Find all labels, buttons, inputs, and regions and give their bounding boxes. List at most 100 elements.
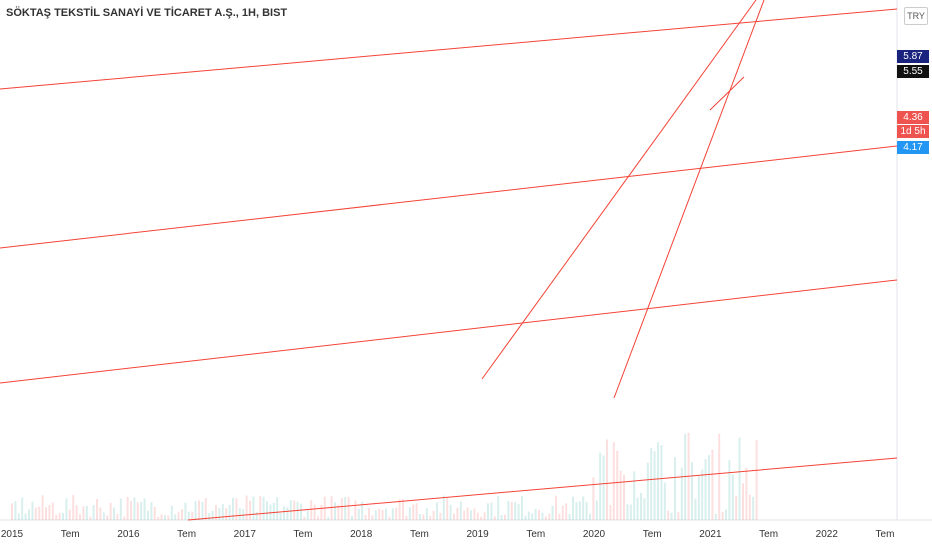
volume-bar xyxy=(255,511,258,520)
trendline[interactable] xyxy=(481,0,757,380)
volume-bar xyxy=(551,505,554,520)
trendline[interactable] xyxy=(709,76,745,111)
volume-bar xyxy=(493,516,496,520)
volume-bar xyxy=(123,516,126,520)
volume-bar xyxy=(619,470,622,520)
volume-bar xyxy=(677,512,680,520)
volume-bar xyxy=(738,437,741,520)
volume-bar xyxy=(133,497,136,520)
volume-bar xyxy=(340,498,343,520)
volume-bar xyxy=(245,495,248,520)
x-tick-label: Tem xyxy=(642,529,662,540)
trendline[interactable] xyxy=(187,457,898,521)
volume-bar xyxy=(412,504,415,520)
volume-bar xyxy=(184,502,187,520)
volume-bar xyxy=(748,494,751,520)
volume-bar xyxy=(130,501,132,520)
volume-bar xyxy=(714,513,717,520)
volume-bar xyxy=(408,507,411,520)
volume-bar xyxy=(663,482,666,520)
volume-bar xyxy=(269,504,272,520)
volume-bar xyxy=(72,495,75,520)
volume-bar xyxy=(691,462,693,520)
volume-bar xyxy=(623,474,625,520)
volume-bar xyxy=(14,501,17,520)
currency-button[interactable]: TRY xyxy=(904,7,928,25)
volume-bar xyxy=(21,497,24,520)
volume-bar xyxy=(368,507,370,520)
volume-bar xyxy=(643,498,646,520)
volume-bar xyxy=(453,513,455,520)
volume-bar xyxy=(463,510,466,520)
volume-bar xyxy=(606,439,608,520)
volume-bar xyxy=(735,495,738,520)
x-tick-label: Tem xyxy=(409,529,429,540)
volume-bar xyxy=(34,507,37,520)
volume-bar xyxy=(174,514,177,520)
volume-bar xyxy=(708,455,710,520)
volume-bar xyxy=(99,507,102,520)
volume-bar xyxy=(303,516,306,520)
volume-bar xyxy=(320,504,323,520)
volume-bar xyxy=(398,499,401,520)
volume-bar xyxy=(153,506,156,520)
volume-bar xyxy=(480,516,483,520)
volume-bar xyxy=(646,462,649,520)
volume-bar xyxy=(313,504,316,520)
volume-bar xyxy=(568,514,571,520)
volume-bar xyxy=(514,502,517,520)
volume-bar xyxy=(572,496,574,520)
x-tick-label: 2019 xyxy=(466,529,489,540)
volume-bar xyxy=(147,510,149,520)
volume-bar xyxy=(721,511,724,520)
volume-bar xyxy=(38,506,41,520)
volume-bar xyxy=(354,500,357,520)
volume-bar xyxy=(483,512,486,520)
volume-bar xyxy=(544,516,547,520)
volume-bar xyxy=(711,449,714,520)
volume-bar xyxy=(555,495,557,520)
volume-bar xyxy=(500,515,503,520)
volume-bar xyxy=(589,513,591,520)
volume-bar xyxy=(616,450,619,520)
volume-bar xyxy=(521,496,523,520)
trendline[interactable] xyxy=(0,279,898,384)
volume-bar xyxy=(436,502,438,520)
trendline[interactable] xyxy=(0,145,898,249)
volume-bar xyxy=(187,511,190,520)
volume-bar xyxy=(674,456,676,520)
volume-bar xyxy=(541,512,544,520)
volume-bar xyxy=(51,502,54,520)
volume-bar xyxy=(718,433,721,520)
volume-bar xyxy=(704,459,707,520)
x-tick-label: 2022 xyxy=(815,529,838,540)
volume-bar xyxy=(561,505,564,520)
volume-bar xyxy=(476,512,479,520)
volume-bar xyxy=(680,467,683,520)
volume-bar xyxy=(602,455,605,520)
volume-bar xyxy=(351,515,353,520)
volume-bar xyxy=(510,501,513,520)
countdown-badge: 1d 5h xyxy=(897,125,929,138)
x-tick-label: Tem xyxy=(875,529,895,540)
volume-bar xyxy=(595,500,598,520)
volume-bar xyxy=(395,507,398,520)
volume-bar xyxy=(48,504,51,520)
volume-bar xyxy=(58,513,61,520)
volume-bar xyxy=(429,516,432,520)
volume-bar xyxy=(198,500,200,520)
volume-bar xyxy=(357,509,360,520)
volume-bar xyxy=(599,452,602,520)
trendline[interactable] xyxy=(613,0,765,399)
volume-bar xyxy=(266,501,268,520)
trendline[interactable] xyxy=(0,8,898,90)
volume-bar xyxy=(592,477,595,520)
volume-bar xyxy=(582,496,585,520)
volume-bar xyxy=(31,501,34,520)
volume-bar xyxy=(742,483,744,520)
volume-bar xyxy=(364,515,367,520)
x-tick-label: 2020 xyxy=(582,529,606,540)
x-tick-label: Tem xyxy=(526,529,546,540)
volume-bar xyxy=(425,508,428,520)
